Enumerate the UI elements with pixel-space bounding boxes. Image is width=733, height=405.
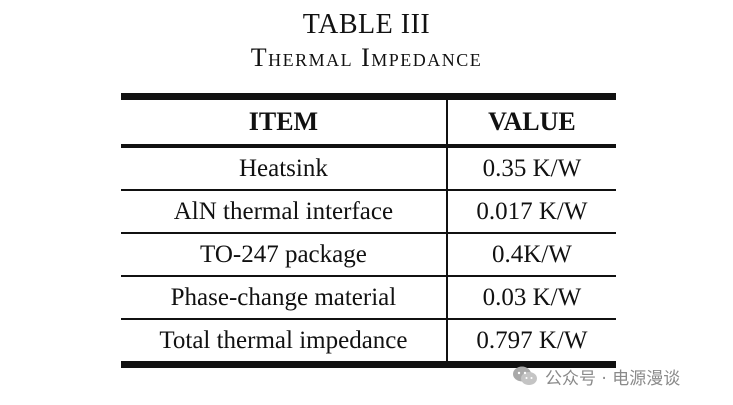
table-row: Total thermal impedance 0.797 K/W (121, 319, 616, 365)
table-row: Phase-change material 0.03 K/W (121, 276, 616, 320)
item-cell: Heatsink (121, 146, 448, 191)
value-cell: 0.03 K/W (446, 276, 616, 320)
table-row: Heatsink 0.35 K/W (121, 146, 616, 191)
item-cell: AlN thermal interface (121, 190, 448, 234)
value-cell: 0.017 K/W (446, 190, 616, 234)
value-cell: 0.4K/W (446, 233, 616, 277)
table-header-row: ITEM VALUE (121, 96, 616, 148)
header-item: ITEM (121, 96, 448, 148)
header-value: VALUE (446, 96, 616, 148)
wechat-icon (512, 365, 538, 387)
watermark-text: 公众号 · 电源漫谈 (545, 368, 681, 389)
table-title: Thermal Impedance (250, 43, 483, 72)
table-row: AlN thermal interface 0.017 K/W (121, 190, 616, 234)
table-number: TABLE III (302, 9, 431, 40)
value-cell: 0.35 K/W (446, 146, 616, 191)
item-cell: Total thermal impedance (121, 319, 448, 365)
value-cell: 0.797 K/W (476, 326, 588, 354)
item-cell: Phase-change material (121, 276, 448, 320)
thermal-impedance-table: ITEM VALUE Heatsink 0.35 K/W AlN thermal… (121, 93, 616, 368)
watermark: 公众号 · 电源漫谈 (512, 362, 680, 390)
item-cell: TO-247 package (121, 233, 448, 277)
table-row: TO-247 package 0.4K/W (121, 233, 616, 277)
